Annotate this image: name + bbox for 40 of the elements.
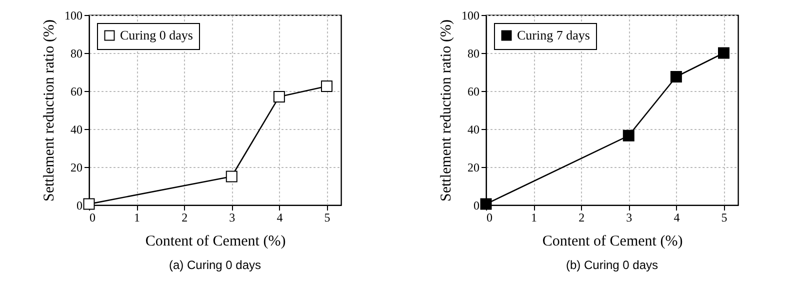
y-tick-label: 0 [76, 198, 82, 212]
text: (a) Curing 0 days [168, 258, 262, 272]
y-tick-label: 60 [70, 84, 82, 98]
y-tick-label: 60 [468, 84, 480, 98]
x-axis-title: Content of Cement (%) [145, 234, 286, 250]
y-tick-label: 80 [70, 46, 82, 60]
y-tick-label: 100 [462, 8, 480, 22]
point [83, 198, 95, 210]
y-tick-label: 100 [64, 8, 82, 22]
x-tick-label: 2 [182, 210, 188, 224]
legend-label: Curing 0 days [120, 28, 193, 42]
y-tick-label: 20 [70, 160, 82, 174]
x-tick-label: 5 [721, 210, 728, 224]
point [670, 71, 682, 82]
point [273, 90, 285, 102]
x-tick-label: 0 [486, 210, 492, 224]
point [226, 170, 238, 182]
point [622, 130, 634, 142]
x-tick-label: 5 [324, 210, 330, 224]
x-tick-label: 0 [90, 210, 96, 224]
x-axis-title: Content of Cement (%) [542, 234, 683, 250]
y-tick-label: 40 [468, 122, 480, 136]
x-tick-label: 3 [229, 210, 236, 224]
y-tick-label: 0 [474, 198, 480, 212]
point [718, 47, 730, 59]
x-tick-label: 1 [531, 210, 538, 224]
x-tick-label: 4 [276, 210, 283, 224]
x-tick-label: 4 [674, 210, 680, 224]
y-axis-title: Settlement reduction ratio (%) [42, 19, 58, 202]
y-axis-title: Settlement reduction ratio (%) [438, 19, 454, 202]
text: (b) Curing 0 days [566, 258, 658, 272]
point [320, 80, 332, 92]
legend-label: Curing 7 days [517, 28, 590, 42]
y-tick-label: 20 [468, 160, 480, 174]
y-tick-label: 80 [468, 46, 480, 60]
point [480, 198, 492, 210]
x-tick-label: 3 [626, 210, 632, 224]
y-tick-label: 40 [70, 122, 82, 136]
x-tick-label: 2 [578, 210, 585, 224]
x-tick-label: 1 [134, 210, 140, 224]
